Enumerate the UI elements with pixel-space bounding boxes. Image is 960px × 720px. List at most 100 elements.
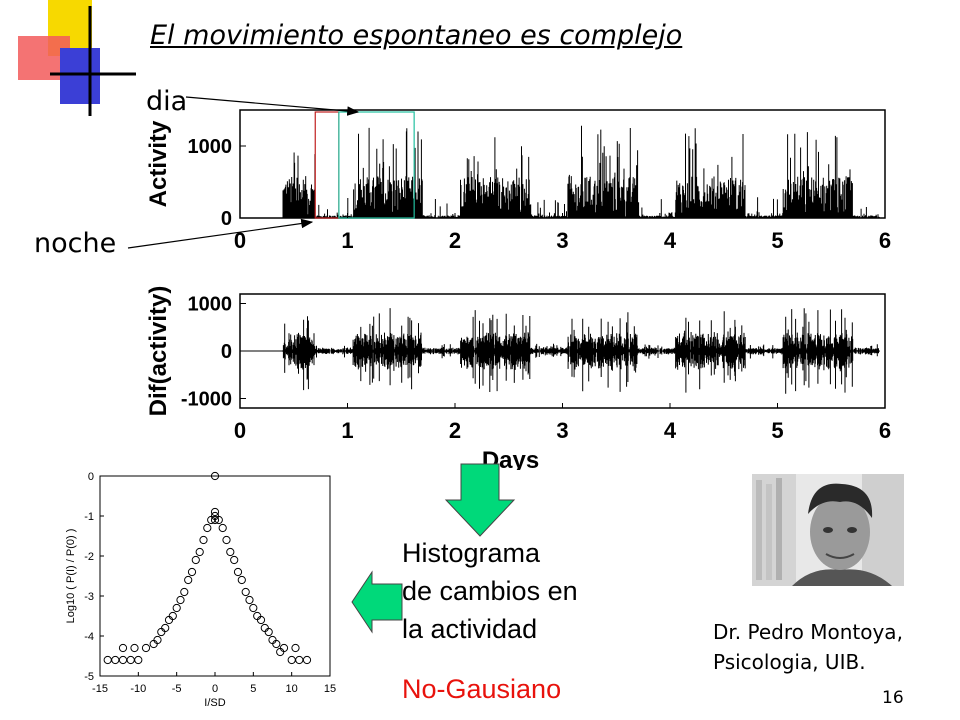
histogram-y-tick-label: -3 (84, 591, 94, 603)
histogram-line-3: la actividad (402, 614, 538, 644)
histogram-point (256, 615, 266, 625)
histogram-point (276, 647, 285, 657)
credit-line-2: Psicologia, UIB. (713, 650, 866, 674)
dif-x-tick-label: 6 (879, 418, 891, 443)
histogram-point (245, 595, 254, 605)
dif-x-tick-label: 2 (449, 418, 461, 443)
dif-x-tick-label: 1 (341, 418, 353, 443)
histogram-point (241, 587, 250, 597)
result-label: No-Gausiano (402, 674, 562, 704)
activity-y-axis-label: Activity (145, 120, 172, 207)
histogram-point (149, 639, 158, 649)
histogram-x-tick-label: -15 (92, 683, 108, 695)
dif-y-axis-label: Dif(activity) (145, 286, 172, 417)
histogram-point (161, 623, 170, 633)
histogram-point (187, 567, 197, 577)
histogram-point (203, 523, 212, 533)
activity-y-tick-label: 0 (221, 208, 232, 230)
histogram-y-tick-label: -5 (84, 671, 94, 683)
histogram-chart: -15 -10 -5 0 5 10 15 0 -1 -2 -3 -4 -5 Log10 ( P(I) / … (65, 471, 336, 709)
histogram-point (191, 555, 200, 565)
histogram-point (141, 643, 151, 653)
histogram-x-tick-label: -5 (172, 683, 182, 695)
histogram-x-tick-label: 15 (324, 683, 336, 695)
activity-x-tick-label: 6 (879, 228, 891, 250)
histogram-point (118, 643, 128, 653)
histogram-point (172, 603, 181, 613)
dif-y-tick-label: 1000 (188, 294, 233, 316)
down-arrow-icon (444, 463, 516, 537)
histogram-point (264, 627, 273, 637)
corner-decoration (18, 0, 136, 116)
day-highlight-box (338, 111, 415, 219)
histogram-point (111, 655, 120, 665)
dif-x-tick-label: 4 (664, 418, 677, 443)
histogram-point (199, 535, 208, 545)
histogram-axes-frame (99, 475, 331, 677)
histogram-point (230, 555, 239, 565)
activity-x-tick-label: 3 (556, 228, 568, 250)
dif-y-tick-label: 0 (221, 341, 232, 363)
activity-y-tick-label: 1000 (188, 136, 233, 158)
histogram-point (237, 575, 246, 585)
histogram-point (302, 655, 312, 665)
histogram-y-tick-label: -4 (84, 631, 94, 643)
histogram-point (195, 547, 204, 557)
histogram-point (210, 471, 220, 481)
dif-x-tick-label: 5 (771, 418, 783, 443)
histogram-point (164, 615, 174, 625)
histogram-line-1: Histograma (402, 538, 541, 568)
histogram-point (222, 535, 231, 545)
activity-x-tick-label: 1 (341, 228, 353, 250)
histogram-x-tick-label: -10 (130, 683, 146, 695)
activity-chart: 0 1 2 3 4 5 6 0 1000 Activity (145, 109, 891, 250)
histogram-point (214, 515, 223, 525)
histogram-line-2: de cambios en (402, 576, 578, 606)
activity-x-tick-label: 5 (771, 228, 783, 250)
histogram-point (272, 639, 281, 649)
histogram-point (130, 643, 139, 653)
histogram-x-tick-label: 10 (286, 683, 298, 695)
day-arrow (185, 96, 360, 116)
histogram-y-tick-label: 0 (88, 471, 94, 483)
histogram-point (176, 595, 185, 605)
histogram-x-tick-label: 0 (212, 683, 218, 695)
histogram-point (218, 523, 227, 533)
histogram-point (118, 655, 128, 665)
annotation-arrows (127, 96, 360, 249)
label-day: dia (146, 86, 188, 117)
page-number: 16 (882, 688, 904, 708)
histogram-point (249, 603, 258, 613)
histogram-point (134, 655, 143, 665)
histogram-point (210, 515, 220, 525)
activity-x-tick-label: 2 (449, 228, 461, 250)
dif-x-tick-label: 0 (234, 418, 246, 443)
dif-series (240, 308, 880, 394)
night-arrow (127, 218, 314, 249)
credit-line-1: Dr. Pedro Montoya, (713, 620, 903, 644)
histogram-point (260, 623, 269, 633)
histogram-point (291, 643, 300, 653)
histogram-point (180, 587, 189, 597)
histogram-point (287, 655, 296, 665)
histogram-point (103, 655, 112, 665)
histogram-y-axis-label: Log10 ( P(I) / P(0) ) (65, 529, 77, 624)
dif-y-tick-label: -1000 (181, 389, 232, 411)
dif-x-tick-label: 3 (556, 418, 568, 443)
histogram-point (233, 567, 243, 577)
histogram-point (295, 655, 304, 665)
histogram-x-axis-label: I/SD (204, 697, 225, 709)
slide-title: El movimiento espontaneo es complejo (150, 20, 683, 51)
histogram-point (157, 627, 166, 637)
histogram-y-tick-label: -1 (84, 511, 94, 523)
histogram-point (226, 547, 235, 557)
photo (752, 474, 904, 586)
histogram-point (184, 575, 193, 585)
activity-x-tick-label: 4 (664, 228, 677, 250)
histogram-x-tick-label: 5 (250, 683, 256, 695)
histogram-point (210, 507, 220, 517)
histogram-point (126, 655, 135, 665)
histogram-y-tick-label: -2 (84, 551, 94, 563)
activity-x-tick-label: 0 (234, 228, 246, 250)
